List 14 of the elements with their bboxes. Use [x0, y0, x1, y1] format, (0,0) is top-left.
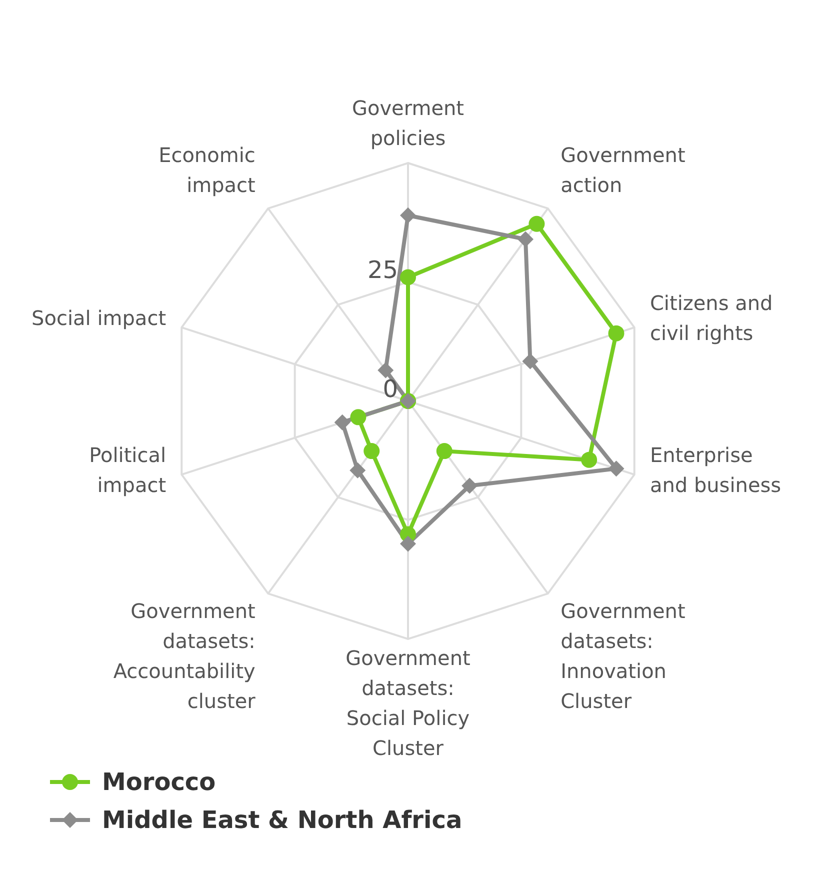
spoke-label: Political impact [89, 443, 166, 498]
spoke-label: Social impact [32, 306, 166, 330]
spoke-label: Economic impact [158, 142, 256, 197]
spoke-label: Government datasets: Social Policy Cluster [346, 646, 471, 760]
spoke-label: Citizens and civil rights [650, 290, 773, 345]
spoke-label: Enterprise and business [650, 443, 782, 498]
legend-label: Middle East & North Africa [102, 806, 462, 834]
y-tick-label: 0 [382, 375, 398, 403]
spoke-label: Goverment policies [352, 96, 464, 150]
legend-label: Morocco [102, 768, 216, 796]
y-tick-label: 25 [367, 256, 398, 284]
spoke-label: Government datasets: Innovation Cluster [560, 599, 686, 714]
spoke-label: Government datasets: Accountability cluster [113, 599, 256, 714]
spoke-label: Government action [560, 142, 686, 197]
